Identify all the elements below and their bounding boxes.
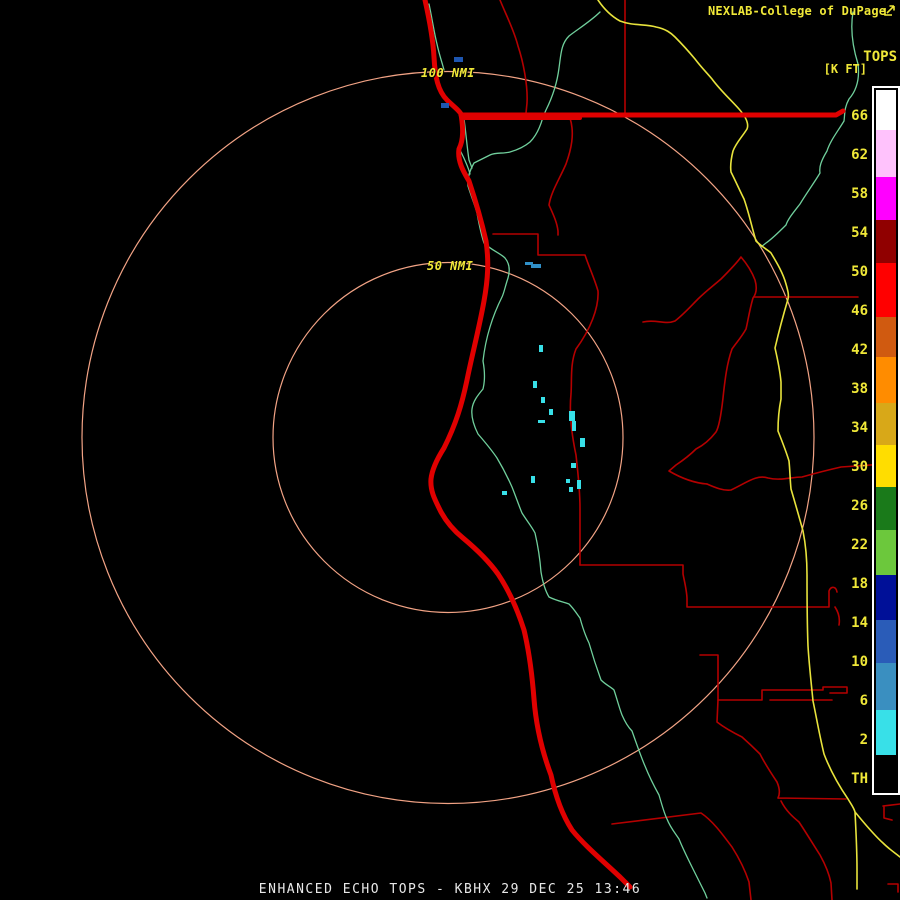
radar-echo [569,411,575,421]
scale-band [876,755,896,791]
scale-band [876,620,896,663]
scale-band [876,177,896,220]
radar-echo [541,397,545,403]
scale-label-30: 30 [851,459,868,475]
radar-echo [502,491,507,495]
scale-label-22: 22 [851,537,868,553]
radar-echo [531,476,535,483]
radar-echo [566,479,570,483]
scale-label-54: 54 [851,225,868,241]
scale-band [876,445,896,487]
scale-band [876,357,896,403]
range-ring-50nmi [272,261,624,614]
radar-echo [539,345,543,352]
scale-label-10: 10 [851,654,868,670]
scale-bands [876,90,896,791]
scale-band [876,317,896,357]
product-caption: ENHANCED ECHO TOPS - KBHX 29 DEC 25 13:4… [258,882,642,897]
echo-group-cyan [502,345,585,495]
scale-label-62: 62 [851,147,868,163]
echo-tops-color-scale [872,86,900,795]
radar-echo [441,103,449,108]
range-ring-label-50nmi: 50 NMI [427,259,474,273]
scale-label-26: 26 [851,498,868,514]
scale-band [876,487,896,530]
scale-label-14: 14 [851,615,868,631]
state-boundary [597,0,900,890]
external-link-icon[interactable] [883,4,896,17]
scale-band [876,575,896,620]
scale-label-2: 2 [859,732,868,748]
range-rings [81,70,815,805]
scale-label-TH: TH [851,771,868,787]
scale-band [876,530,896,575]
radar-echo [533,381,537,388]
scale-label-66: 66 [851,108,868,124]
radar-echo [531,264,541,268]
scale-band [876,663,896,710]
scale-band [876,710,896,755]
scale-label-38: 38 [851,381,868,397]
echo-group-blue [525,262,541,268]
scale-title-line1: TOPS [863,49,897,65]
radar-echo [525,262,533,265]
radar-echo [549,409,553,415]
radar-echo [569,487,573,492]
scale-label-42: 42 [851,342,868,358]
scale-label-18: 18 [851,576,868,592]
scale-label-34: 34 [851,420,868,436]
scale-band [876,220,896,263]
scale-title-line2: [K FT] [823,62,867,76]
radar-echo [454,57,463,62]
scale-label-46: 46 [851,303,868,319]
scale-label-6: 6 [859,693,868,709]
scale-band [876,403,896,445]
highway-lines [422,0,846,890]
scale-band [876,130,896,177]
scale-band [876,90,896,130]
radar-echo [571,463,576,468]
radar-echo [572,421,576,431]
echo-group-navy [441,57,463,108]
radar-echo [577,480,581,489]
county-boundaries [492,0,900,900]
range-ring-100nmi [81,70,815,805]
brand-title: NEXLAB-College of DuPage [708,4,887,18]
scale-band [876,263,896,317]
radar-echo [538,420,545,423]
scale-label-50: 50 [851,264,868,280]
scale-label-58: 58 [851,186,868,202]
river-lines [428,3,860,899]
radar-echo [580,438,585,447]
range-ring-label-100nmi: 100 NMI [421,66,476,80]
